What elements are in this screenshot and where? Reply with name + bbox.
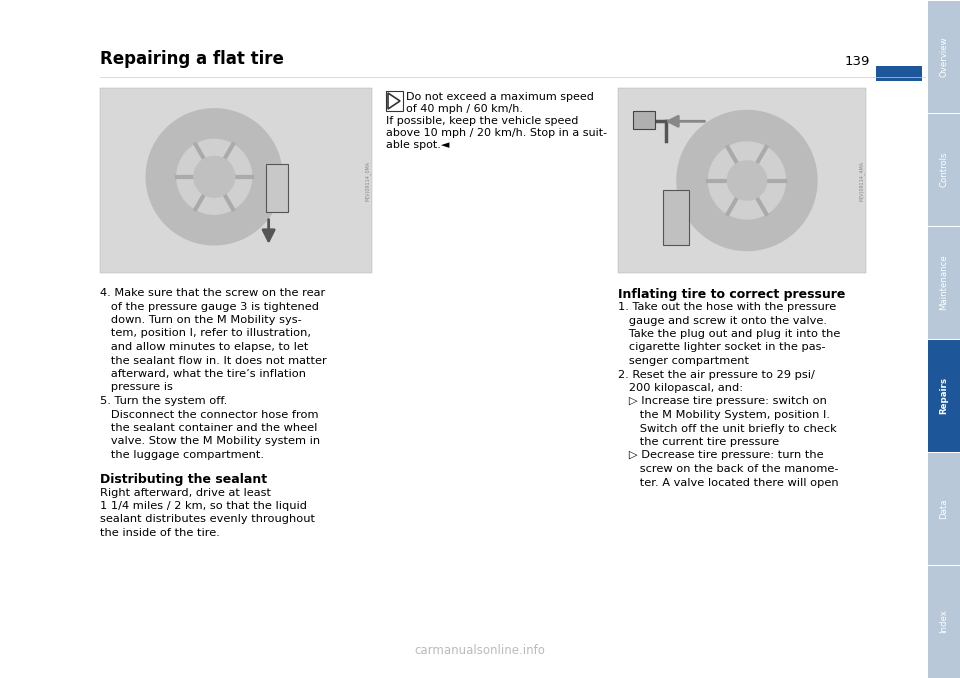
Text: 4. Make sure that the screw on the rear: 4. Make sure that the screw on the rear <box>100 288 325 298</box>
Bar <box>928 227 960 339</box>
Text: Index: Index <box>940 610 948 633</box>
Text: valve. Stow the M Mobility system in: valve. Stow the M Mobility system in <box>100 437 320 447</box>
Bar <box>618 88 866 273</box>
Text: pressure is: pressure is <box>100 382 173 393</box>
Polygon shape <box>146 108 282 245</box>
Polygon shape <box>728 161 767 200</box>
Polygon shape <box>177 140 252 214</box>
Text: Repairing a flat tire: Repairing a flat tire <box>100 50 284 68</box>
Bar <box>928 340 960 452</box>
Text: 1. Take out the hose with the pressure: 1. Take out the hose with the pressure <box>618 302 836 312</box>
Text: ▷ Increase tire pressure: switch on: ▷ Increase tire pressure: switch on <box>618 397 827 407</box>
Bar <box>876 66 922 81</box>
Bar <box>928 453 960 565</box>
Text: 200 kilopascal, and:: 200 kilopascal, and: <box>618 383 743 393</box>
Text: Overview: Overview <box>940 36 948 77</box>
Text: Switch off the unit briefly to check: Switch off the unit briefly to check <box>618 424 837 433</box>
Text: Take the plug out and plug it into the: Take the plug out and plug it into the <box>618 329 840 339</box>
Text: 1 1/4 miles / 2 km, so that the liquid: 1 1/4 miles / 2 km, so that the liquid <box>100 501 307 511</box>
Text: Controls: Controls <box>940 152 948 187</box>
Text: tem, position I, refer to illustration,: tem, position I, refer to illustration, <box>100 329 311 338</box>
Text: Repairs: Repairs <box>940 377 948 414</box>
Text: ▷ Decrease tire pressure: turn the: ▷ Decrease tire pressure: turn the <box>618 450 824 460</box>
Text: the sealant flow in. It does not matter: the sealant flow in. It does not matter <box>100 355 326 365</box>
Text: and allow minutes to elapse, to let: and allow minutes to elapse, to let <box>100 342 308 352</box>
Bar <box>928 566 960 678</box>
Text: 139: 139 <box>845 55 870 68</box>
Text: Inflating tire to correct pressure: Inflating tire to correct pressure <box>618 288 846 301</box>
Text: the sealant container and the wheel: the sealant container and the wheel <box>100 423 318 433</box>
Text: carmanualsonline.info: carmanualsonline.info <box>415 643 545 656</box>
Text: Right afterward, drive at least: Right afterward, drive at least <box>100 487 271 498</box>
Bar <box>662 191 688 245</box>
Bar <box>386 91 403 111</box>
Text: If possible, keep the vehicle speed: If possible, keep the vehicle speed <box>386 116 578 126</box>
Text: the inside of the tire.: the inside of the tire. <box>100 528 220 538</box>
Text: the current tire pressure: the current tire pressure <box>618 437 780 447</box>
Bar <box>100 88 372 273</box>
Text: M(V)09114_4MA: M(V)09114_4MA <box>859 161 865 201</box>
Text: afterward, what the tire’s inflation: afterward, what the tire’s inflation <box>100 369 306 379</box>
Text: of 40 mph / 60 km/h.: of 40 mph / 60 km/h. <box>406 104 523 114</box>
Polygon shape <box>708 142 785 219</box>
Text: gauge and screw it onto the valve.: gauge and screw it onto the valve. <box>618 315 827 325</box>
Bar <box>633 111 655 129</box>
Text: down. Turn on the M Mobility sys-: down. Turn on the M Mobility sys- <box>100 315 301 325</box>
Bar <box>266 164 288 212</box>
Text: above 10 mph / 20 km/h. Stop in a suit-: above 10 mph / 20 km/h. Stop in a suit- <box>386 128 607 138</box>
Text: Distributing the sealant: Distributing the sealant <box>100 473 267 487</box>
Text: senger compartment: senger compartment <box>618 356 749 366</box>
Bar <box>928 1 960 113</box>
Polygon shape <box>194 157 234 197</box>
Text: ter. A valve located there will open: ter. A valve located there will open <box>618 477 839 487</box>
Text: screw on the back of the manome-: screw on the back of the manome- <box>618 464 838 474</box>
Text: Maintenance: Maintenance <box>940 255 948 311</box>
Bar <box>928 114 960 226</box>
Text: able spot.◄: able spot.◄ <box>386 140 449 150</box>
Text: 2. Reset the air pressure to 29 psi/: 2. Reset the air pressure to 29 psi/ <box>618 370 815 380</box>
Text: Data: Data <box>940 498 948 519</box>
Text: cigarette lighter socket in the pas-: cigarette lighter socket in the pas- <box>618 342 826 353</box>
Text: sealant distributes evenly throughout: sealant distributes evenly throughout <box>100 515 315 525</box>
Text: of the pressure gauge 3 is tightened: of the pressure gauge 3 is tightened <box>100 302 319 311</box>
Text: Disconnect the connector hose from: Disconnect the connector hose from <box>100 410 319 420</box>
Text: the luggage compartment.: the luggage compartment. <box>100 450 264 460</box>
Polygon shape <box>677 111 817 250</box>
Text: the M Mobility System, position I.: the M Mobility System, position I. <box>618 410 830 420</box>
Text: M(V)09114_0MA: M(V)09114_0MA <box>365 161 371 201</box>
Text: 5. Turn the system off.: 5. Turn the system off. <box>100 396 228 406</box>
Text: Do not exceed a maximum speed: Do not exceed a maximum speed <box>406 92 594 102</box>
